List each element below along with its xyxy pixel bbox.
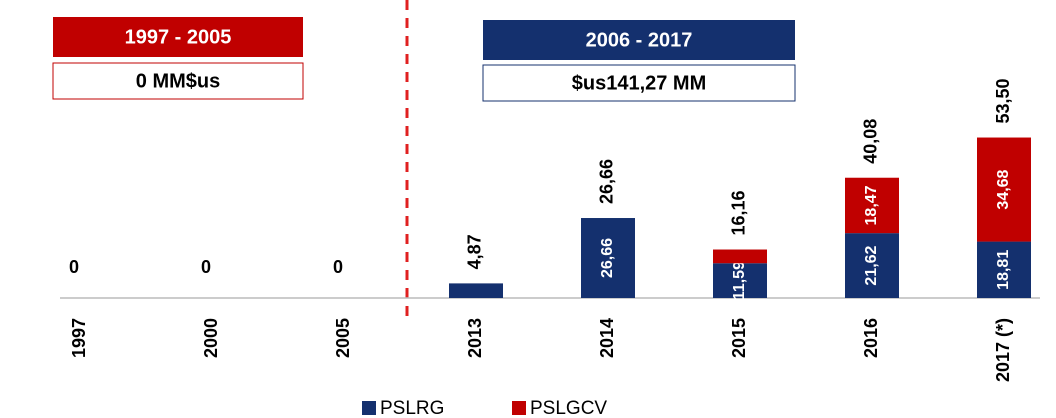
segment-label: 11,59 bbox=[731, 261, 748, 300]
bar-segment bbox=[449, 283, 503, 298]
legend-swatch bbox=[512, 401, 526, 415]
bar-segment bbox=[581, 218, 635, 298]
period-box bbox=[53, 17, 303, 57]
legend-label: PSLGCV bbox=[530, 398, 607, 418]
total-label: 0 bbox=[69, 257, 79, 277]
x-tick-label: 2016 bbox=[861, 318, 881, 358]
x-tick-label: 2017 (*) bbox=[993, 318, 1013, 382]
period-label: 2006 - 2017 bbox=[586, 29, 693, 51]
total-label: 26,66 bbox=[597, 159, 617, 204]
bar-segment bbox=[713, 263, 767, 298]
segment-label: 26,66 bbox=[599, 238, 616, 278]
legend-swatch bbox=[362, 401, 376, 415]
total-label: 4,87 bbox=[465, 234, 485, 269]
x-tick-label: 2015 bbox=[729, 318, 749, 358]
bar-segment bbox=[977, 137, 1031, 242]
total-label: 0 bbox=[201, 257, 211, 277]
x-tick-label: 2000 bbox=[201, 318, 221, 358]
bar-segment bbox=[713, 249, 767, 264]
segment-label: 18,81 bbox=[995, 250, 1012, 290]
total-label: 0 bbox=[333, 257, 343, 277]
segment-label: 18,47 bbox=[863, 185, 880, 225]
x-tick-label: 2005 bbox=[333, 318, 353, 358]
bar-segment bbox=[845, 177, 899, 234]
bar-segment bbox=[977, 241, 1031, 298]
x-tick-label: 2014 bbox=[597, 318, 617, 358]
segment-label: 21,62 bbox=[863, 245, 880, 285]
period-box bbox=[483, 20, 795, 60]
total-label: 16,16 bbox=[729, 190, 749, 235]
total-label: 40,08 bbox=[861, 119, 881, 164]
segment-label: 34,68 bbox=[995, 169, 1012, 209]
amount-label: $us141,27 MM bbox=[572, 72, 707, 94]
period-label: 1997 - 2005 bbox=[125, 26, 232, 48]
amount-label: 0 MM$us bbox=[136, 70, 220, 92]
bar-segment bbox=[845, 233, 899, 298]
amount-box bbox=[52, 62, 304, 100]
amount-box bbox=[482, 64, 796, 102]
legend-label: PSLRG bbox=[380, 398, 444, 418]
total-label: 53,50 bbox=[993, 78, 1013, 123]
x-tick-label: 2013 bbox=[465, 318, 485, 358]
x-tick-label: 1997 bbox=[69, 318, 89, 358]
